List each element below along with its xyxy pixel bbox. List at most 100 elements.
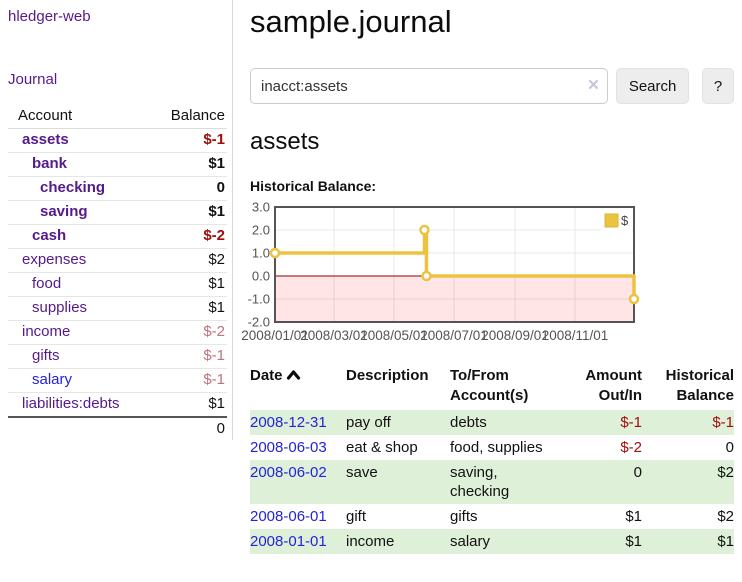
transaction-accounts: food, supplies xyxy=(450,439,543,456)
account-row: saving $1 xyxy=(8,200,227,225)
transaction-date-link[interactable]: 2008-06-03 xyxy=(250,439,327,456)
transactions-table: Date Description To/From Account(s) Amou… xyxy=(250,364,734,554)
account-balance: $2 xyxy=(153,248,227,273)
account-balance: $-2 xyxy=(153,320,227,345)
svg-text:2008/11/01: 2008/11/01 xyxy=(542,328,609,343)
account-row: salary $-1 xyxy=(8,368,227,393)
accounts-total-balance: 0 xyxy=(153,416,227,441)
accounts-total-row: 0 xyxy=(8,416,227,441)
account-link-food[interactable]: food xyxy=(32,275,62,292)
account-link-gifts[interactable]: gifts xyxy=(32,347,60,364)
transaction-row: 2008-06-03 eat & shop food, supplies $-2… xyxy=(250,435,734,460)
account-link-checking[interactable]: checking xyxy=(40,179,106,196)
search-input[interactable] xyxy=(250,68,608,104)
account-link-salary[interactable]: salary xyxy=(32,371,73,388)
svg-text:0.0: 0.0 xyxy=(252,269,270,284)
balance-column-header: Historical Balance xyxy=(665,367,734,404)
svg-text:$: $ xyxy=(621,213,629,228)
svg-text:2008/09/01: 2008/09/01 xyxy=(481,328,549,343)
transaction-row: 2008-12-31 pay off debts $-1 $-1 xyxy=(250,410,734,435)
sidebar: hledger-web Journal Account Balance asse… xyxy=(8,0,232,441)
account-balance: 0 xyxy=(153,176,227,201)
account-balance: $1 xyxy=(153,152,227,177)
transaction-date-link[interactable]: 2008-06-02 xyxy=(250,464,327,481)
account-row: supplies $1 xyxy=(8,296,227,321)
account-balance: $1 xyxy=(153,272,227,297)
account-link-cash[interactable]: cash xyxy=(32,227,67,244)
account-row: cash $-2 xyxy=(8,224,227,249)
transaction-description: save xyxy=(346,460,450,504)
transaction-accounts: saving, checking xyxy=(450,460,562,504)
account-link-bank[interactable]: bank xyxy=(32,155,68,172)
transaction-amount: $1 xyxy=(562,529,642,554)
transaction-balance: $1 xyxy=(642,529,734,554)
account-column-header: Account xyxy=(8,104,154,129)
account-row: assets $-1 xyxy=(8,128,227,153)
svg-text:1.0: 1.0 xyxy=(252,246,270,261)
account-heading: assets xyxy=(250,128,320,155)
search-bar: × Search ? xyxy=(250,68,734,104)
transaction-description: pay off xyxy=(346,410,450,435)
transaction-description: eat & shop xyxy=(346,439,418,456)
transaction-row: 2008-01-01 income salary $1 $1 xyxy=(250,529,734,554)
account-row: expenses $2 xyxy=(8,248,227,273)
svg-text:2008/03/01: 2008/03/01 xyxy=(300,328,368,343)
accounts-table: Account Balance assets $-1 bank $1 check… xyxy=(8,104,227,441)
transaction-accounts: gifts xyxy=(450,508,478,525)
account-balance: $-1 xyxy=(153,344,227,369)
account-row: gifts $-1 xyxy=(8,344,227,369)
transaction-row: 2008-06-01 gift gifts $1 $2 xyxy=(250,504,734,529)
transaction-balance: $-1 xyxy=(642,410,734,435)
account-row: food $1 xyxy=(8,272,227,297)
app-title-link[interactable]: hledger-web xyxy=(8,8,91,25)
transaction-row: 2008-06-02 save saving, checking 0 $2 xyxy=(250,460,734,504)
transaction-date-link[interactable]: 2008-01-01 xyxy=(250,533,327,550)
chart-section-label: Historical Balance: xyxy=(250,178,377,194)
account-link-liabilities-debts[interactable]: liabilities:debts xyxy=(22,395,120,412)
tofrom-column-header: To/From Account(s) xyxy=(450,367,529,404)
svg-text:2008/05/01: 2008/05/01 xyxy=(360,328,428,343)
transaction-date-link[interactable]: 2008-06-01 xyxy=(250,508,327,525)
account-balance: $1 xyxy=(153,296,227,321)
transaction-amount: $1 xyxy=(625,508,642,525)
svg-text:2008/07/01: 2008/07/01 xyxy=(420,328,488,343)
sort-ascending-icon xyxy=(286,367,301,387)
accounts-header-row: Account Balance xyxy=(8,104,227,129)
description-column-header: Description xyxy=(346,367,429,384)
account-link-income[interactable]: income xyxy=(22,323,71,340)
account-link-assets[interactable]: assets xyxy=(22,131,69,148)
clear-search-icon[interactable]: × xyxy=(587,75,599,96)
balance-chart-svg: 3.0 2.0 1.0 0.0 -1.0 -2.02008/01/012008/03/01… xyxy=(241,200,640,343)
transaction-date-link[interactable]: 2008-12-31 xyxy=(250,414,327,431)
account-balance: $-1 xyxy=(153,128,227,153)
transaction-accounts: salary xyxy=(450,529,562,554)
transaction-accounts: debts xyxy=(450,410,562,435)
transaction-balance: $2 xyxy=(717,508,734,525)
help-button[interactable]: ? xyxy=(702,68,734,104)
account-row: income $-2 xyxy=(8,320,227,345)
page-title: sample.journal xyxy=(250,4,452,39)
account-link-supplies[interactable]: supplies xyxy=(32,299,88,316)
search-button[interactable]: Search xyxy=(616,68,690,104)
svg-text:2008/01/01: 2008/01/01 xyxy=(241,328,309,343)
sidebar-divider xyxy=(232,0,233,440)
transaction-amount: 0 xyxy=(562,460,642,504)
balance-column-header: Balance xyxy=(153,104,227,129)
transaction-description: gift xyxy=(346,508,367,525)
main-content: sample.journal × Search ? assets Histori… xyxy=(241,0,734,554)
account-balance: $-1 xyxy=(153,368,227,393)
svg-text:-1.0: -1.0 xyxy=(248,292,270,307)
account-link-expenses[interactable]: expenses xyxy=(22,251,87,268)
sidebar-item-journal[interactable]: Journal xyxy=(8,71,58,88)
transaction-description: income xyxy=(346,529,450,554)
account-balance: $1 xyxy=(153,200,227,225)
svg-text:2.0: 2.0 xyxy=(252,223,270,238)
transaction-amount: $-1 xyxy=(562,410,642,435)
account-row: bank $1 xyxy=(8,152,227,177)
account-row: checking 0 xyxy=(8,176,227,201)
transaction-balance: $2 xyxy=(642,460,734,504)
date-column-header[interactable]: Date xyxy=(250,364,346,410)
transaction-balance: 0 xyxy=(725,439,734,456)
account-link-saving[interactable]: saving xyxy=(40,203,88,220)
balance-chart: 3.0 2.0 1.0 0.0 -1.0 -2.0 2008/01/01 2008/03/01… xyxy=(215,200,742,350)
